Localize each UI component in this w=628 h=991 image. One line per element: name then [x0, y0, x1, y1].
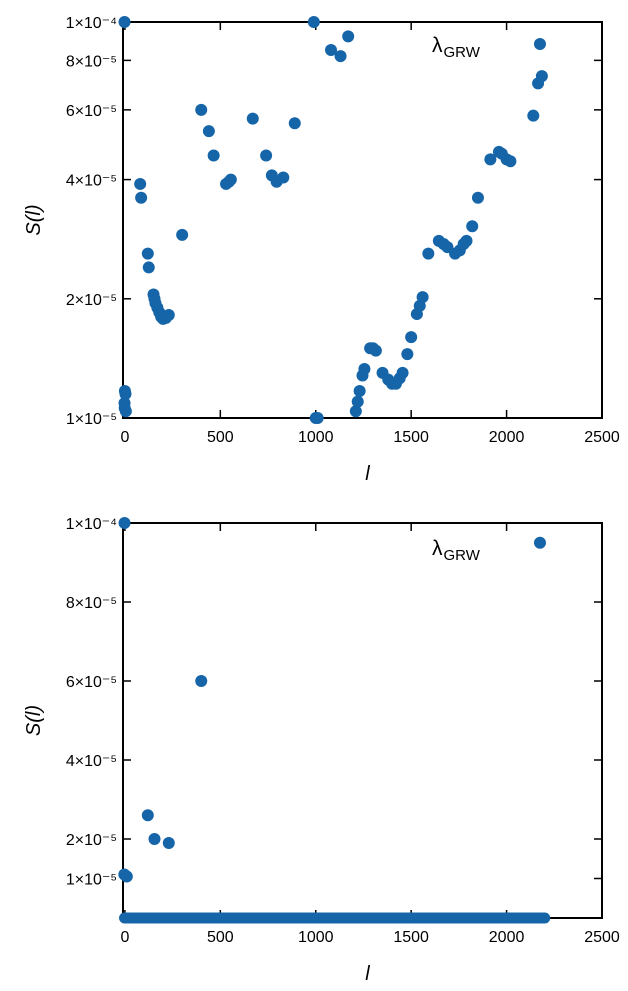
data-point: [118, 517, 131, 529]
data-point: [527, 109, 540, 122]
data-point: [396, 366, 409, 379]
annotation-subscript: GRW: [444, 44, 481, 61]
data-point: [120, 870, 133, 883]
data-point: [277, 171, 290, 184]
data-point: [135, 191, 148, 204]
x-tick-label: 500: [207, 429, 234, 446]
y-tick-label: 6×10⁻⁵: [66, 103, 117, 120]
data-point: [416, 291, 429, 304]
data-point: [353, 384, 366, 397]
data-point: [162, 309, 175, 322]
data-point: [119, 405, 132, 418]
y-axis-label: S(l): [23, 705, 45, 736]
y-tick-label: 1×10⁻⁴: [66, 15, 117, 32]
x-tick-label: 1500: [393, 929, 429, 946]
data-point: [162, 836, 175, 849]
data-point: [504, 155, 517, 168]
data-point: [195, 675, 208, 687]
y-tick-label: 1×10⁻⁵: [66, 872, 117, 889]
data-point: [119, 387, 132, 400]
data-point: [484, 153, 497, 166]
y-tick-label: 2×10⁻⁵: [66, 292, 117, 309]
y-tick-label: 6×10⁻⁵: [66, 674, 117, 691]
data-point: [466, 220, 479, 233]
data-point: [471, 191, 484, 204]
lambda-grw-annotation: λGRW: [432, 537, 481, 564]
y-tick-label: 1×10⁻⁴: [66, 516, 117, 533]
chart-panel-2: 0 500 1000 1500 2000 2500 1×10⁻⁵ 2×10⁻⁵ 4×10⁻⁵ 6×…: [23, 516, 620, 985]
y-tick-label: 8×10⁻⁵: [66, 595, 117, 612]
x-tick-label: 1000: [298, 429, 334, 446]
data-point: [460, 234, 473, 247]
x-tick-label: 1000: [298, 929, 334, 946]
data-point: [141, 809, 154, 822]
x-axis-label: l: [365, 463, 370, 485]
data-point: [134, 177, 147, 190]
data-point: [202, 125, 215, 138]
x-tick-label: 0: [120, 929, 129, 946]
data-point: [535, 70, 548, 83]
x-tick-label: 0: [120, 429, 129, 446]
y-axis-label: S(l): [23, 204, 45, 235]
lambda-grw-annotation: λGRW: [432, 34, 481, 61]
x-axis-label: l: [365, 963, 370, 985]
y-tick-label: 2×10⁻⁵: [66, 832, 117, 849]
data-point: [260, 149, 273, 162]
data-point: [369, 344, 382, 357]
x-tick-label: 500: [207, 929, 234, 946]
x-tick-label: 2000: [489, 929, 525, 946]
data-point: [311, 412, 324, 424]
x-tick-label: 1500: [393, 429, 429, 446]
x-tick-label: 2000: [489, 429, 525, 446]
data-point: [141, 247, 154, 260]
annotation-subscript: GRW: [444, 547, 481, 564]
data-point: [349, 405, 362, 418]
data-point: [148, 833, 161, 845]
data-point: [207, 149, 220, 162]
data-point: [358, 362, 371, 375]
data-point: [334, 50, 347, 63]
data-point: [118, 16, 131, 28]
data-point: [246, 112, 259, 125]
y-tick-label: 4×10⁻⁵: [66, 753, 117, 770]
x-tick-label: 2500: [584, 429, 620, 446]
data-point: [351, 395, 364, 408]
chart-panel-1: 0 500 1000 1500 2000 2500 1×10⁻⁵ 2×10⁻⁵ 4×10⁻⁵ 6×…: [23, 15, 620, 485]
data-point: [533, 37, 546, 50]
data-point: [195, 103, 208, 116]
data-point: [533, 536, 546, 549]
data-point: [142, 261, 155, 274]
y-tick-label: 4×10⁻⁵: [66, 173, 117, 190]
annotation-symbol: λ: [432, 537, 443, 560]
data-point: [422, 247, 435, 260]
data-point: [325, 43, 338, 56]
data-point: [176, 228, 189, 241]
data-point: [401, 348, 414, 361]
data-point: [342, 30, 355, 43]
plot-frame: [122, 21, 603, 419]
y-tick-label: 1×10⁻⁵: [66, 411, 117, 428]
data-point: [288, 117, 301, 130]
data-point: [405, 331, 418, 344]
y-tick-label: 8×10⁻⁵: [66, 53, 117, 70]
x-tick-label: 2500: [584, 929, 620, 946]
plot-frame: [122, 522, 603, 919]
data-point: [307, 16, 320, 28]
annotation-symbol: λ: [432, 34, 443, 57]
data-point: [224, 173, 237, 186]
